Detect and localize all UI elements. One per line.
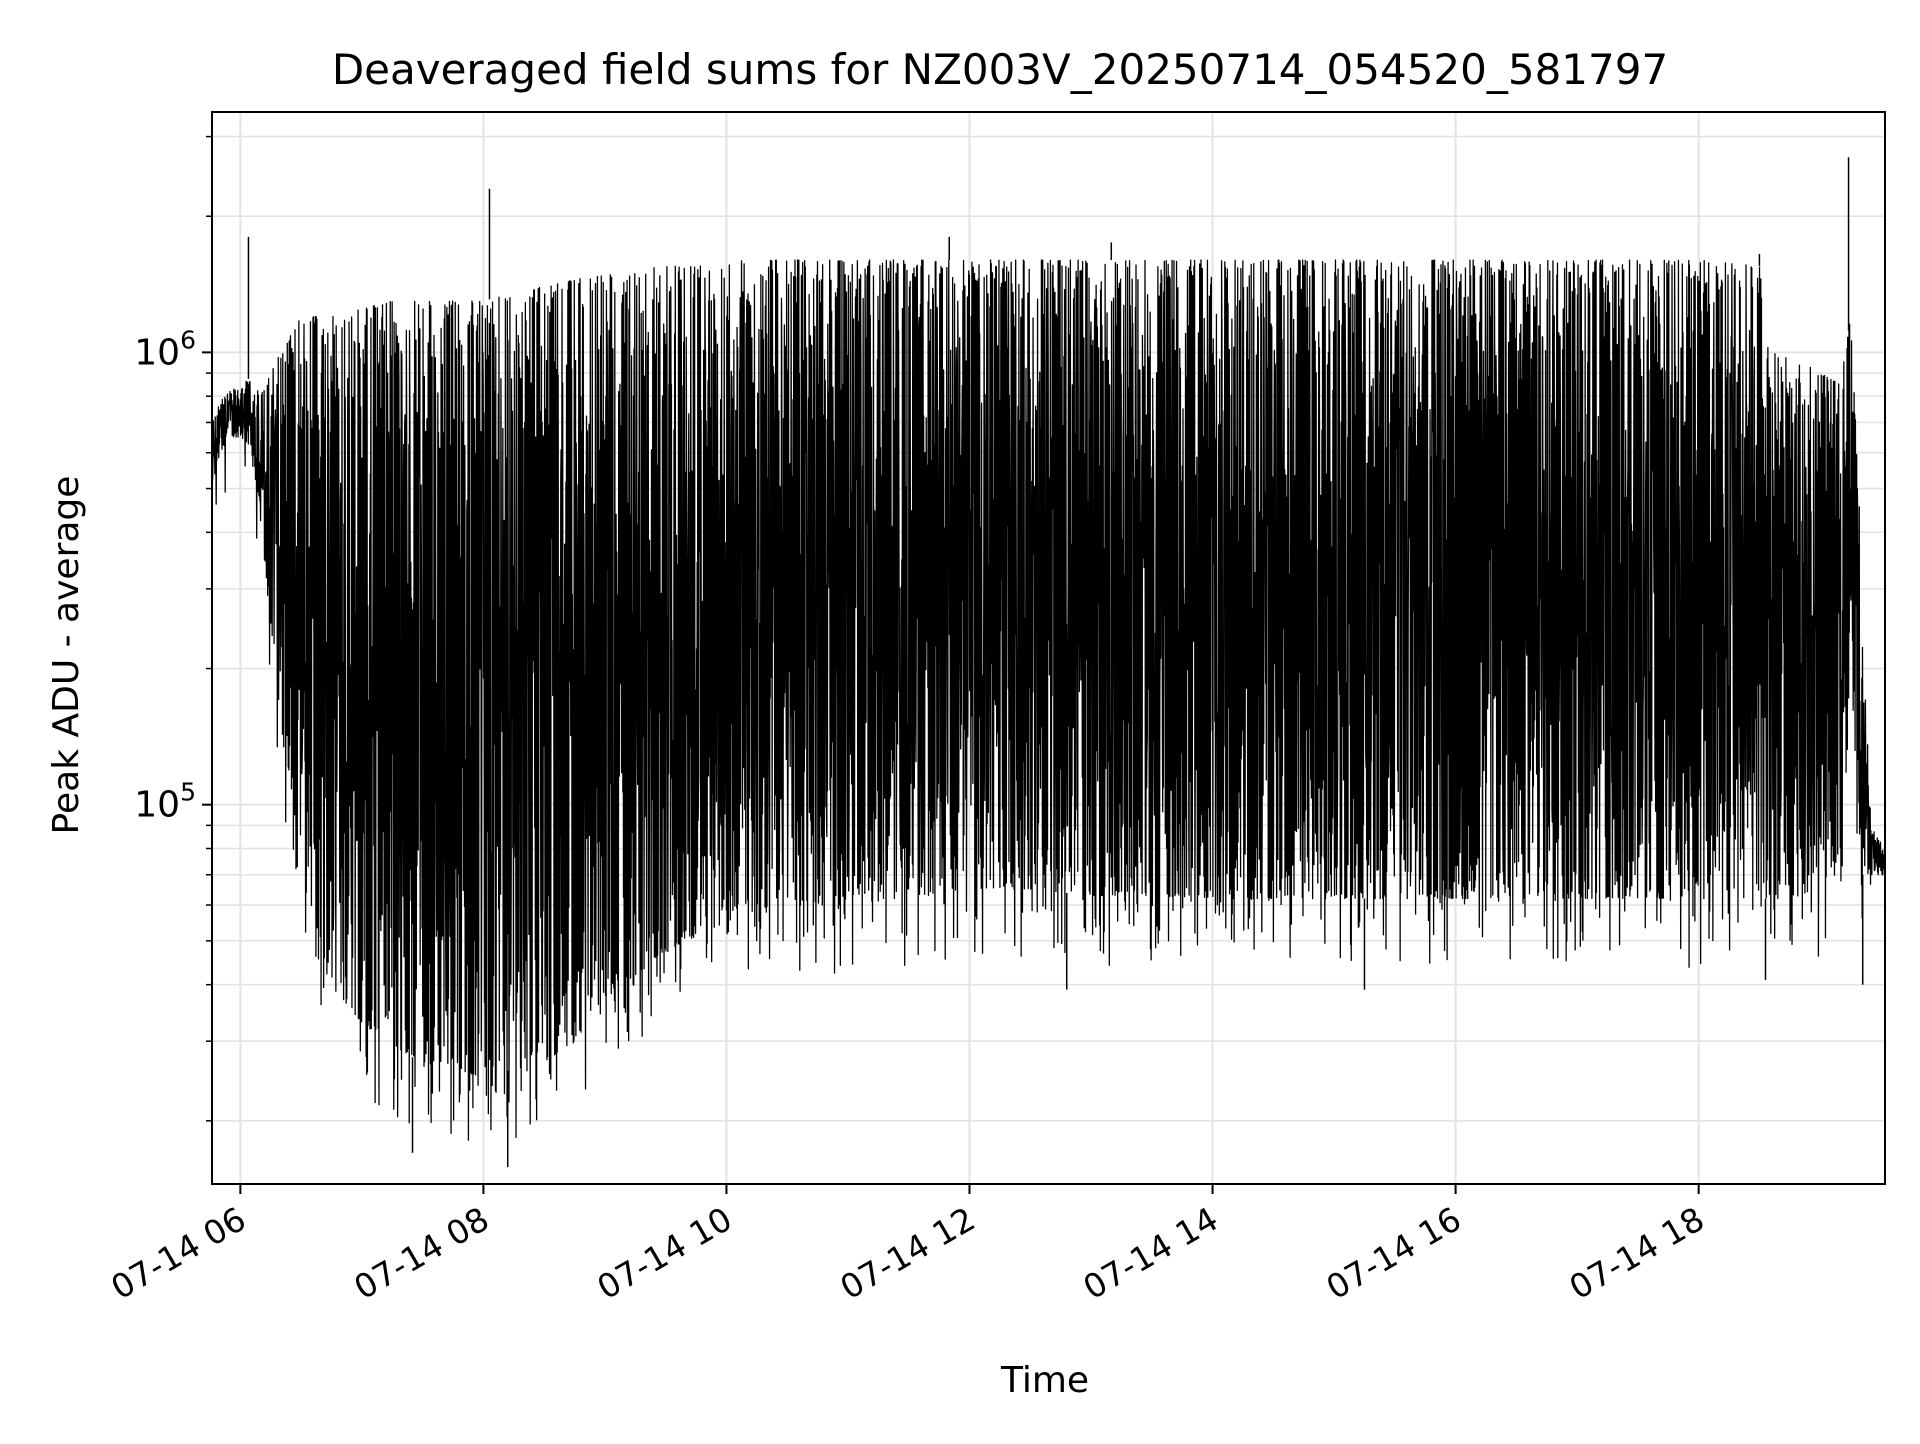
- y-tick-label: 105: [134, 778, 196, 826]
- y-tick-label-exponent: 6: [180, 325, 196, 354]
- data-line-series: [212, 259, 1885, 1141]
- y-tick-label-base: 10: [134, 785, 180, 826]
- x-axis-label: Time: [1000, 1360, 1089, 1401]
- y-tick-label: 106: [134, 325, 196, 373]
- plot-area: [212, 157, 1885, 1168]
- y-tick-label-exponent: 5: [180, 778, 196, 807]
- plot-frame: [211, 111, 1886, 1185]
- chart-title: Deaveraged field sums for NZ003V_2025071…: [332, 45, 1668, 94]
- y-tick-label-base: 10: [134, 332, 180, 373]
- y-axis-label: Peak ADU - average: [46, 476, 87, 835]
